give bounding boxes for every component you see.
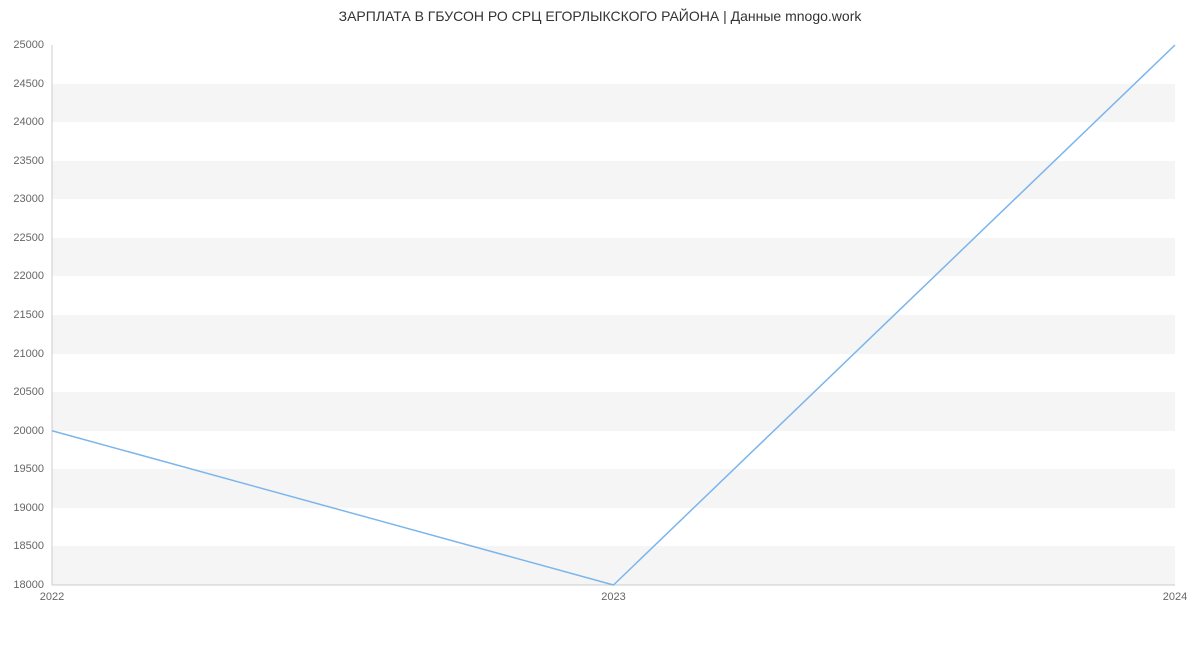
y-tick-label: 24500 (13, 78, 44, 90)
y-tick-label: 19000 (13, 502, 44, 514)
y-tick-label: 18500 (13, 540, 44, 552)
series-line-salary (52, 45, 1175, 585)
y-tick-label: 19500 (13, 463, 44, 475)
x-tick-label: 2022 (40, 591, 64, 603)
x-tick-label: 2023 (601, 591, 625, 603)
y-tick-label: 24000 (13, 116, 44, 128)
y-tick-label: 20000 (13, 425, 44, 437)
chart-svg (52, 45, 1175, 585)
y-tick-label: 21000 (13, 348, 44, 360)
y-tick-label: 25000 (13, 39, 44, 51)
y-tick-label: 23000 (13, 193, 44, 205)
plot-area: 1800018500190001950020000205002100021500… (52, 45, 1175, 585)
salary-line-chart: ЗАРПЛАТА В ГБУСОН РО СРЦ ЕГОРЛЫКСКОГО РА… (0, 0, 1200, 650)
chart-title: ЗАРПЛАТА В ГБУСОН РО СРЦ ЕГОРЛЫКСКОГО РА… (0, 8, 1200, 24)
x-tick-label: 2024 (1163, 591, 1187, 603)
y-tick-label: 22000 (13, 270, 44, 282)
y-tick-label: 20500 (13, 386, 44, 398)
y-tick-label: 23500 (13, 155, 44, 167)
y-tick-label: 22500 (13, 232, 44, 244)
y-tick-label: 18000 (13, 579, 44, 591)
y-tick-label: 21500 (13, 309, 44, 321)
